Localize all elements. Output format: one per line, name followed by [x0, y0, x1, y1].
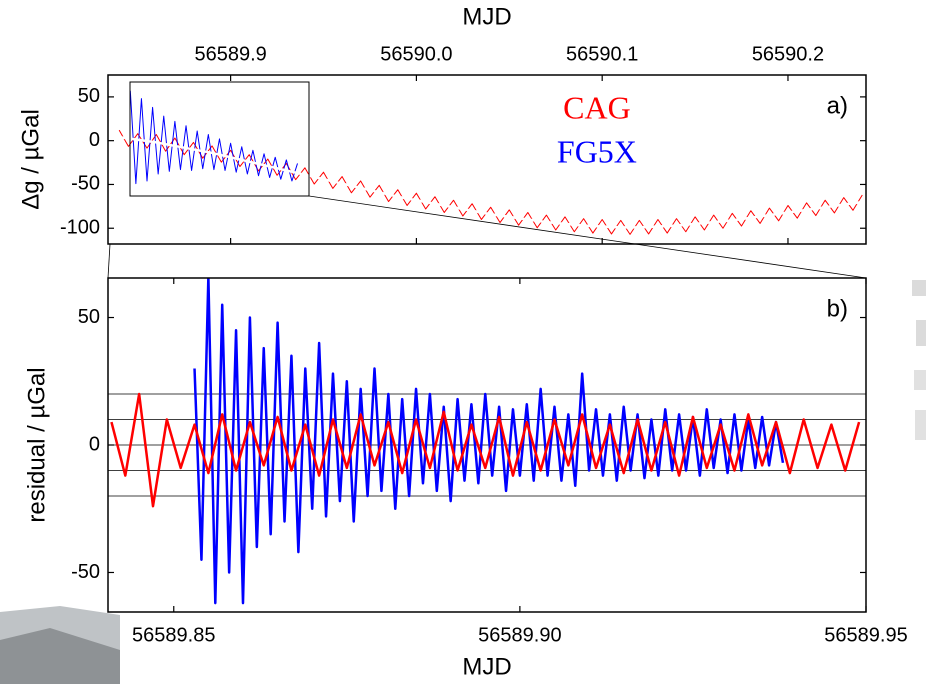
- plot-frame: [107, 74, 867, 245]
- data-line: [118, 129, 863, 235]
- y-axis-label: residual / µGal: [23, 367, 50, 522]
- y-axis-label: Δg / µGal: [17, 109, 44, 210]
- fit-line: [110, 392, 861, 508]
- zoom-connector: [107, 243, 111, 279]
- y-tick-label: -50: [71, 173, 100, 195]
- y-tick-label: -100: [60, 217, 100, 239]
- panel-label: a): [827, 92, 848, 119]
- legend-entry: FG5X: [557, 133, 637, 169]
- fit-line: [118, 135, 863, 229]
- x-tick-label: 56590.2: [752, 43, 824, 65]
- photo-fragment: [0, 628, 120, 684]
- series-group: [110, 278, 861, 605]
- x-tick-label: 56589.90: [478, 624, 561, 646]
- y-tick-label: -50: [71, 561, 100, 583]
- y-tick-label: 0: [89, 129, 100, 151]
- data-line: [129, 90, 298, 185]
- fit-line: [193, 278, 785, 605]
- x-tick-label: 56589.9: [194, 43, 266, 65]
- x-tick-label: 56589.95: [824, 624, 907, 646]
- y-tick-label: 0: [89, 433, 100, 455]
- plots: 56589.9 56590.0 56590.1 56590.2 50 0 -50 -100 MJ…: [17, 3, 907, 680]
- zoom-box: [129, 81, 310, 197]
- x-axis-label: MJD: [462, 653, 511, 680]
- x-tick-label: 56589.85: [132, 624, 215, 646]
- y-tick-label: 50: [78, 306, 100, 328]
- photo-fragment: [912, 280, 926, 440]
- zoom-connector: [308, 195, 867, 279]
- legend-entry: CAG: [563, 89, 631, 125]
- x-axis-label: MJD: [462, 3, 511, 30]
- series-group: [118, 90, 863, 235]
- panel-label: b): [827, 295, 848, 322]
- x-tick-label: 56590.1: [566, 43, 638, 65]
- x-tick-label: 56590.0: [380, 43, 452, 65]
- y-tick-label: 50: [78, 85, 100, 107]
